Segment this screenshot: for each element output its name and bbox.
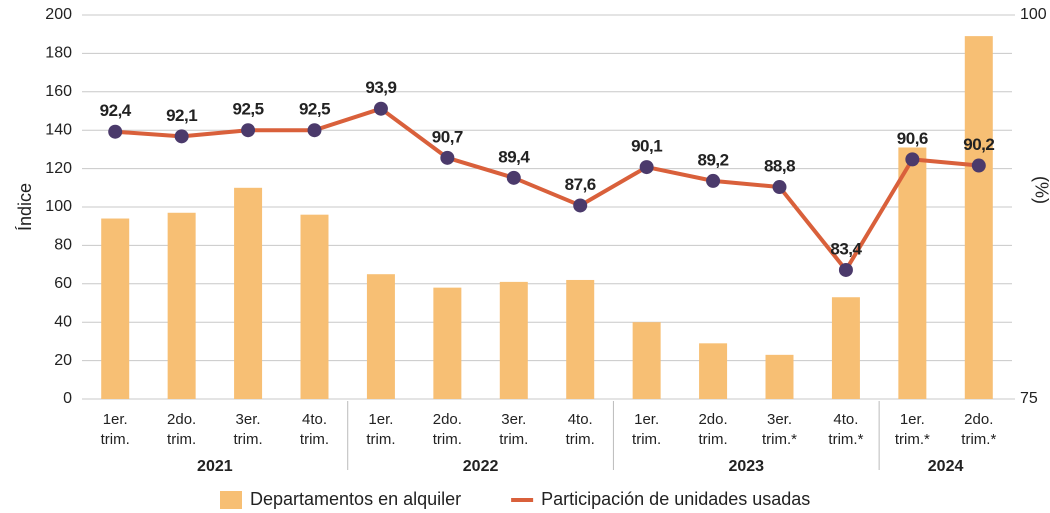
y2-tick-label: 75	[1020, 390, 1038, 407]
marker	[373, 101, 388, 116]
x-tick-label: 1er. trim.*	[894, 411, 930, 448]
y-tick-label: 60	[54, 275, 72, 292]
marker	[772, 180, 787, 195]
data-label: 90,1	[631, 137, 662, 156]
y-tick-label: 40	[54, 313, 72, 330]
y-tick-label: 180	[45, 45, 72, 62]
marker	[838, 262, 853, 277]
bar	[433, 287, 462, 399]
marker	[639, 160, 654, 175]
x-group-label: 2023	[728, 458, 765, 475]
y-tick-label: 0	[63, 390, 72, 407]
line	[115, 106, 979, 272]
marker	[241, 123, 256, 138]
y-tick-label: 100	[45, 198, 72, 215]
bar	[167, 212, 196, 399]
y-tick-label: 200	[45, 6, 72, 23]
y-tick-label: 120	[45, 160, 72, 177]
x-tick-label: 4to. trim.*	[828, 411, 864, 448]
bar	[765, 354, 794, 399]
data-label: 89,2	[698, 150, 729, 169]
x-tick-label: 2do. trim.	[167, 411, 197, 448]
x-group-label: 2021	[197, 458, 233, 475]
marker	[506, 170, 521, 185]
data-label: 90,6	[897, 129, 928, 148]
marker	[440, 150, 455, 165]
x-tick-label: 3er. trim.*	[762, 411, 797, 448]
data-label: 92,4	[100, 101, 132, 120]
data-label: 87,6	[565, 175, 596, 194]
bar	[898, 147, 927, 399]
bar	[632, 322, 661, 399]
x-tick-label: 3er. trim.	[499, 411, 529, 448]
bar	[300, 214, 329, 399]
x-tick-label: 4to. trim.	[565, 411, 595, 448]
y2-tick-label: 100	[1020, 6, 1047, 23]
bar	[831, 297, 860, 399]
x-group-label: 2024	[927, 458, 964, 475]
legend-label: Participación de unidades usadas	[541, 489, 810, 509]
marker	[108, 124, 123, 139]
marker	[706, 173, 721, 188]
marker	[971, 158, 986, 173]
x-tick-label: 4to. trim.	[299, 411, 330, 448]
data-label: 90,2	[963, 135, 994, 154]
legend-label: Departamentos en alquiler	[250, 489, 461, 509]
x-tick-label: 3er. trim.	[233, 411, 263, 448]
marker	[174, 129, 189, 144]
marker	[905, 152, 920, 167]
x-tick-label: 1er. trim.	[366, 411, 396, 448]
data-label: 88,8	[764, 157, 795, 176]
x-tick-label: 1er. trim.	[100, 411, 130, 448]
x-tick-label: 2do. trim.	[432, 411, 462, 448]
bar	[699, 343, 728, 399]
legend-swatch	[220, 491, 242, 509]
bar	[234, 187, 263, 399]
x-tick-label: 2do. trim.	[698, 411, 728, 448]
marker	[307, 123, 322, 138]
bar	[964, 36, 993, 400]
bar	[566, 279, 595, 399]
y-tick-label: 160	[45, 83, 72, 100]
x-tick-label: 1er. trim.	[632, 411, 662, 448]
bar	[499, 281, 528, 399]
data-label: 90,7	[432, 127, 463, 146]
data-label: 89,4	[498, 147, 530, 166]
bar	[366, 274, 395, 399]
y-tick-label: 140	[45, 121, 72, 138]
x-group-label: 2022	[462, 458, 499, 475]
data-label: 83,4	[830, 239, 862, 258]
x-tick-label: 2do. trim.*	[961, 411, 997, 448]
y-tick-label: 20	[54, 352, 72, 369]
bar	[101, 218, 130, 399]
data-label: 92,5	[299, 100, 330, 119]
y2-axis-label: (%)	[1031, 176, 1050, 204]
data-label: 92,1	[166, 106, 197, 125]
marker	[573, 198, 588, 213]
data-label: 92,5	[233, 100, 264, 119]
y-tick-label: 80	[54, 237, 72, 254]
data-label: 93,9	[365, 78, 396, 97]
y-axis-label: Índice	[15, 183, 35, 231]
